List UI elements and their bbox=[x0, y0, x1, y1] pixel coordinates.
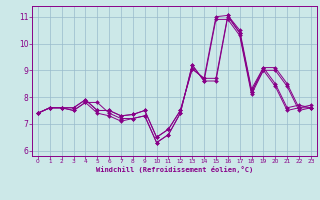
X-axis label: Windchill (Refroidissement éolien,°C): Windchill (Refroidissement éolien,°C) bbox=[96, 166, 253, 173]
